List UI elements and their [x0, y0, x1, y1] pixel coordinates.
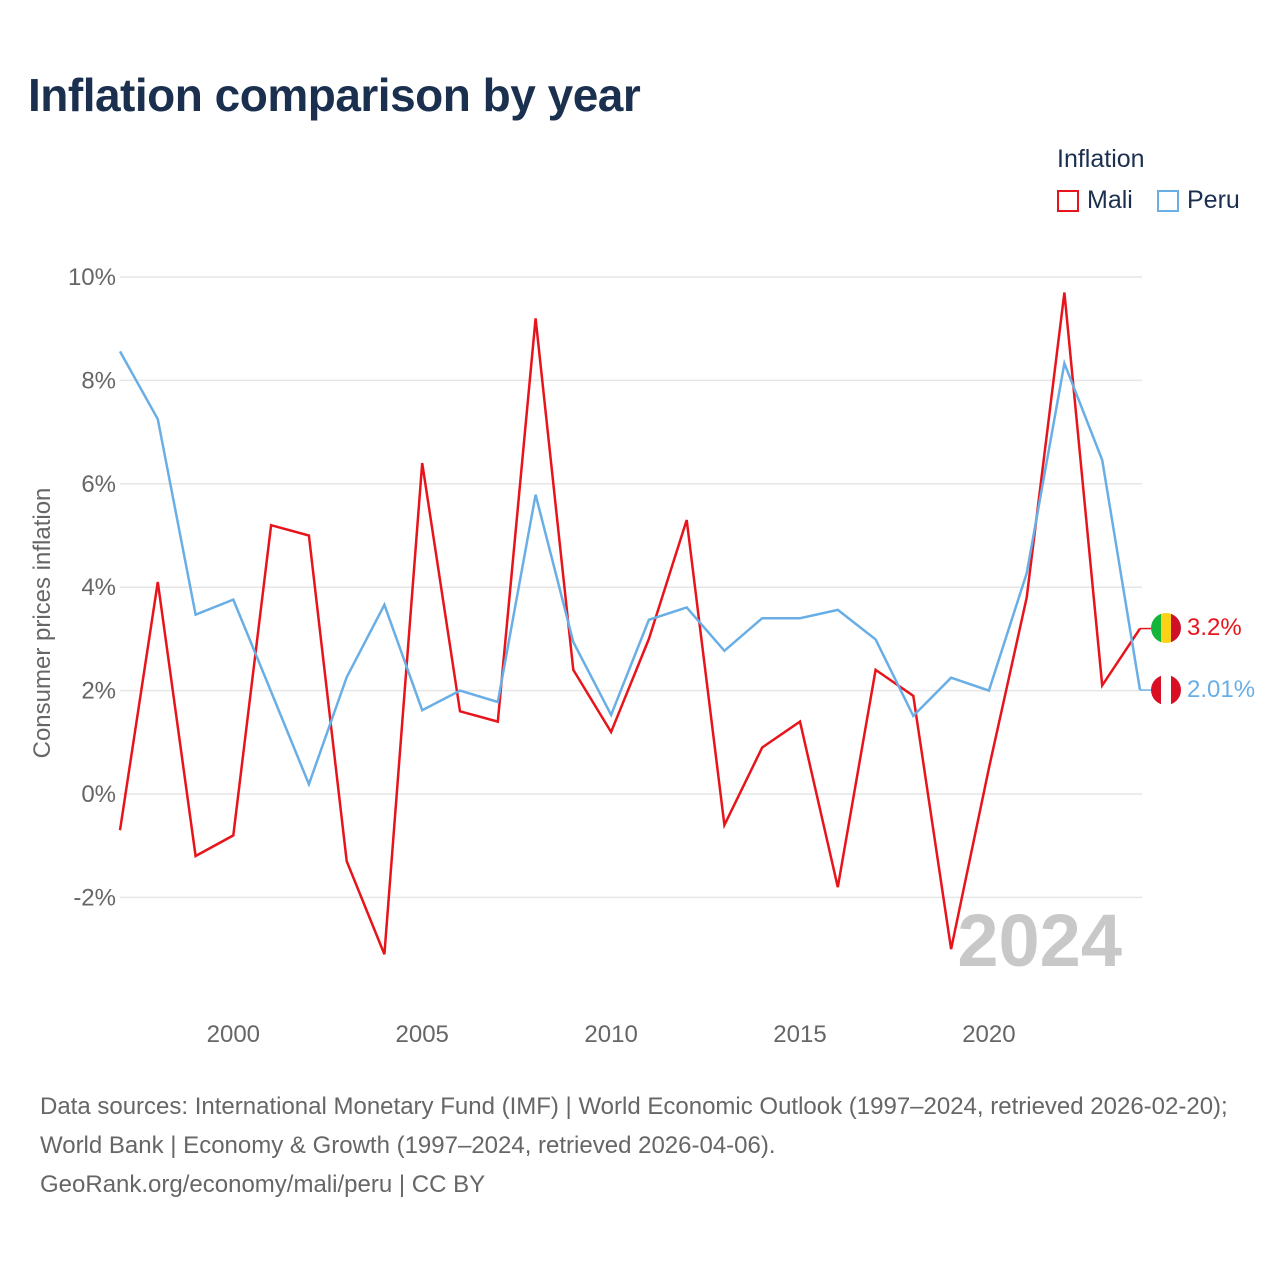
y-tick-label: 6%	[81, 471, 116, 498]
legend-swatch-peru	[1157, 189, 1179, 212]
series-line-mali[interactable]	[118, 292, 1142, 955]
y-tick-label: -2%	[73, 884, 116, 911]
chart-title: Inflation comparison by year	[28, 69, 641, 121]
legend-item-peru[interactable]: Peru	[1157, 186, 1240, 215]
line-chart: -2% 0% 2% 4% 6% 8% 10% 2000 2005 2010 2015 2020 Co…	[29, 264, 1255, 1048]
x-tick-label: 2005	[396, 1021, 449, 1048]
x-tick-label: 2020	[962, 1021, 1015, 1048]
mali-flag-icon	[1151, 613, 1181, 643]
y-tick-label: 10%	[68, 264, 116, 291]
series-line-peru[interactable]	[118, 350, 1142, 788]
y-axis-label: Consumer prices inflation	[29, 488, 56, 759]
y-tick-label: 2%	[81, 678, 116, 705]
end-label-peru: 2.01%	[1187, 676, 1255, 703]
year-watermark: 2024	[957, 899, 1122, 982]
x-tick-label: 2015	[773, 1021, 826, 1048]
legend-title: Inflation	[1057, 145, 1145, 173]
legend-label-mali: Mali	[1087, 186, 1133, 214]
source-note: Data sources: International Monetary Fun…	[40, 1087, 1250, 1204]
end-label-mali: 3.2%	[1187, 614, 1242, 641]
legend-label-peru: Peru	[1187, 186, 1240, 214]
x-tick-label: 2010	[584, 1021, 637, 1048]
legend-item-mali[interactable]: Mali	[1057, 186, 1133, 215]
source-link[interactable]: GeoRank.org/economy/mali/peru | CC BY	[40, 1171, 486, 1198]
y-tick-label: 0%	[81, 781, 116, 808]
y-tick-label: 8%	[81, 367, 116, 394]
legend-swatch-mali	[1057, 189, 1079, 212]
y-tick-label: 4%	[81, 574, 116, 601]
x-tick-label: 2000	[207, 1021, 260, 1048]
source-text: Data sources: International Monetary Fun…	[40, 1093, 1228, 1159]
peru-flag-icon	[1151, 675, 1181, 705]
